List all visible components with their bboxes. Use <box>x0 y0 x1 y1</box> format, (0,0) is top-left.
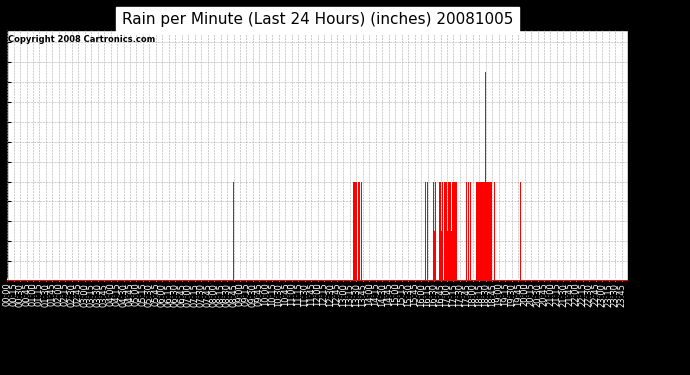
Title: Rain per Minute (Last 24 Hours) (inches) 20081005: Rain per Minute (Last 24 Hours) (inches)… <box>121 12 513 27</box>
Text: Copyright 2008 Cartronics.com: Copyright 2008 Cartronics.com <box>8 35 155 44</box>
